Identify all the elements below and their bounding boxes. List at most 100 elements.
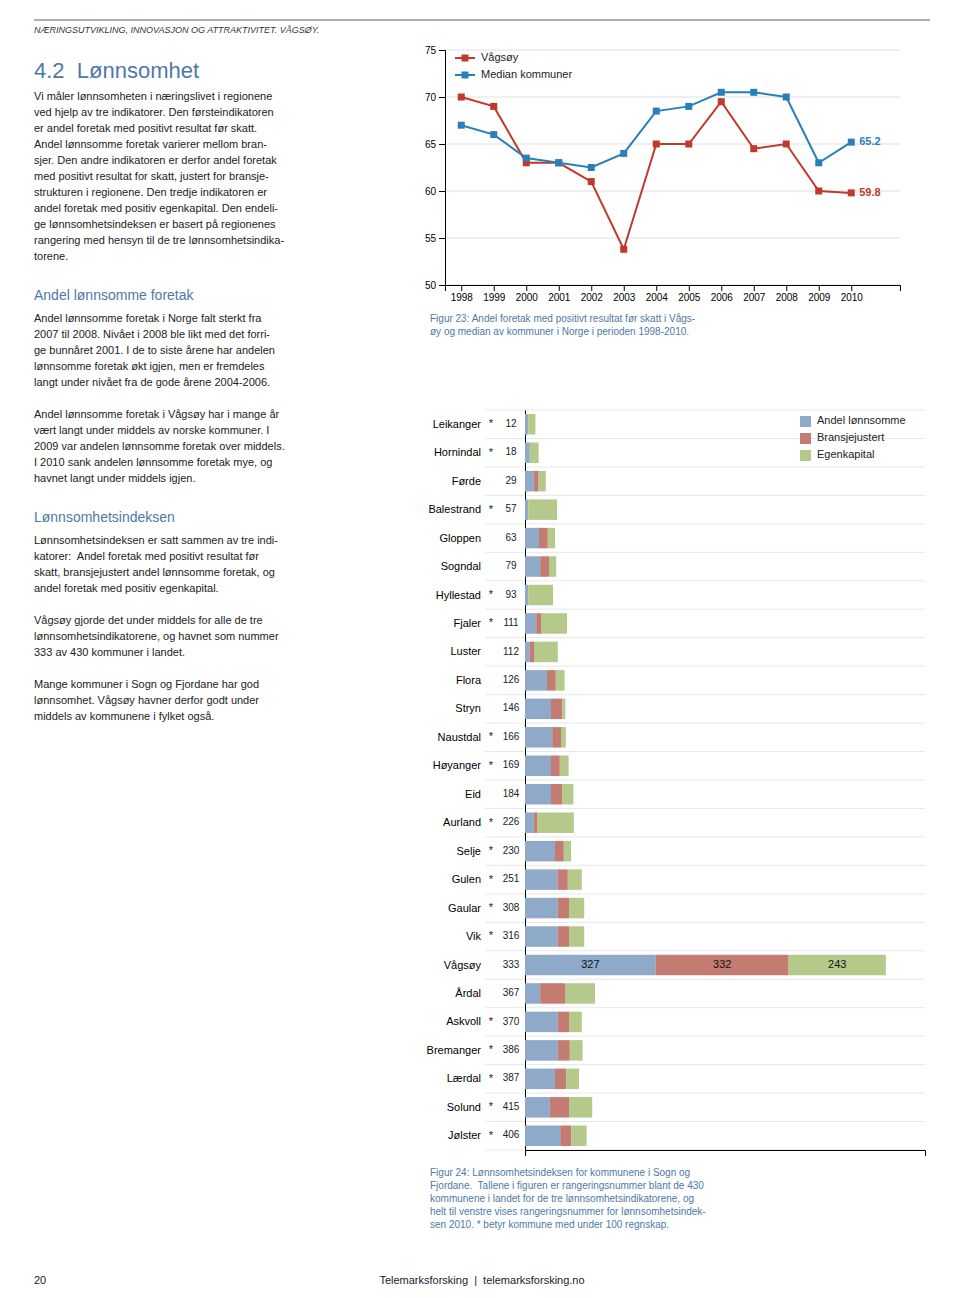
point-marker — [685, 141, 692, 148]
grid-line — [485, 466, 925, 467]
rank-number: 226 — [503, 816, 520, 827]
legend-item: Bransjejustert — [800, 431, 884, 444]
flag-marker: * — [489, 1100, 494, 1112]
rank-number: 406 — [503, 1129, 520, 1140]
tick: Eid — [465, 788, 525, 800]
point-marker — [490, 103, 497, 110]
tick-label: 2003 — [613, 292, 636, 303]
bar-segment — [539, 528, 548, 548]
bar-segment — [525, 642, 530, 662]
tick: Hyllestad — [436, 589, 525, 601]
body-text: langt under nivået fra de gode årene 200… — [34, 376, 270, 388]
body-text: 2009 var andelen lønnsomme foretak over … — [34, 440, 285, 452]
tick-label: Luster — [450, 645, 481, 657]
tick: 50 — [425, 280, 445, 291]
bar-segment — [547, 670, 556, 690]
tick-label: Balestrand — [428, 503, 481, 515]
tick: Gulen — [452, 873, 525, 885]
bar-segment — [548, 528, 555, 548]
point-marker — [848, 139, 855, 146]
tick: 2007 — [743, 285, 766, 303]
grid-line — [445, 238, 900, 239]
bar-value-label: 243 — [828, 958, 846, 970]
point-marker — [523, 155, 530, 162]
tick-label: Lærdal — [447, 1072, 481, 1084]
tick: Flora — [456, 674, 525, 686]
figure-caption: kommunene i landet for de tre lønnsomhet… — [430, 1193, 694, 1204]
point-marker — [750, 145, 757, 152]
tick: Fjaler — [453, 617, 525, 629]
axis-line — [525, 411, 526, 1151]
series-line — [461, 97, 851, 249]
tick-label: 2000 — [516, 292, 539, 303]
point-marker — [458, 122, 465, 129]
bar-segment — [525, 1126, 560, 1146]
tick: Gaular — [448, 902, 525, 914]
rank-number: 386 — [503, 1044, 520, 1055]
tick-label: Stryn — [455, 702, 481, 714]
tick: 2006 — [711, 285, 734, 303]
axis: 505560657075 — [425, 45, 446, 291]
tick-mark — [689, 285, 690, 291]
tick: 2005 — [678, 285, 701, 303]
tick-mark — [591, 285, 592, 291]
tick: Stryn — [455, 702, 525, 714]
rank-number: 387 — [503, 1072, 520, 1083]
bar-segment — [525, 670, 547, 690]
legend-swatch — [800, 416, 811, 427]
tick: 55 — [425, 233, 445, 244]
bar-segment — [525, 1012, 558, 1032]
bar-segment — [528, 585, 553, 605]
tick: Askvoll — [446, 1015, 525, 1027]
bar-segment — [525, 528, 539, 548]
rank-column: 1218295763799311111212614616616918422623… — [489, 417, 520, 1141]
tick: 60 — [425, 186, 445, 197]
bar-segment — [525, 585, 528, 605]
bar-value-label: 327 — [581, 958, 599, 970]
header-rule — [34, 20, 930, 21]
bar-value-label: 332 — [713, 958, 731, 970]
point-marker — [588, 178, 595, 185]
figure-caption: helt til venstre vises rangeringsnummer … — [430, 1206, 706, 1217]
end-value-label: 59.8 — [859, 186, 880, 198]
tick-label: Førde — [452, 475, 481, 487]
tick-label: Gloppen — [439, 532, 481, 544]
tick: Vågsøy — [444, 959, 525, 971]
tick: 2001 — [548, 285, 571, 303]
body-text: I 2010 sank andelen lønnsomme foretak my… — [34, 456, 272, 468]
tick-mark — [439, 191, 445, 192]
rank-number: 308 — [503, 902, 520, 913]
body-text: ge bunnåret 2001. I de to siste årene ha… — [34, 344, 275, 356]
body-text: er andel foretak med positivt resultat f… — [34, 122, 257, 134]
tick: Vik — [466, 930, 525, 942]
grid-line — [485, 609, 925, 610]
grid-line — [485, 723, 925, 724]
point-marker — [620, 246, 627, 253]
tick-mark — [656, 285, 657, 291]
legend-item: Vågsøy — [455, 51, 519, 63]
rank-number: 126 — [503, 674, 520, 685]
flag-marker: * — [489, 446, 494, 458]
bar-segment — [551, 756, 560, 776]
left-column: 4.2 LønnsomhetVi måler lønnsomheten i næ… — [34, 58, 285, 722]
tick-mark — [439, 285, 445, 286]
bar-segment — [525, 955, 656, 975]
bar-segment — [525, 812, 534, 832]
tick: 1999 — [483, 285, 506, 303]
tick-label: Vågsøy — [444, 959, 482, 971]
grid-line — [485, 780, 925, 781]
grid-line — [485, 1007, 925, 1008]
bar-segment — [569, 1012, 582, 1032]
bar-segment — [569, 1097, 592, 1117]
bar-segment — [551, 784, 562, 804]
tick-label: Hornindal — [434, 446, 481, 458]
grid-line — [485, 1036, 925, 1037]
tick-label: Sogndal — [441, 560, 481, 572]
grid-line — [485, 808, 925, 809]
body-text: Andel lønnsomme foretak varierer mellom … — [34, 138, 267, 150]
bar-segment — [528, 499, 557, 519]
legend-item: Egenkapital — [800, 448, 875, 461]
tick: Leikanger — [433, 418, 525, 430]
bar-segment — [525, 442, 530, 462]
point-marker — [490, 131, 497, 138]
